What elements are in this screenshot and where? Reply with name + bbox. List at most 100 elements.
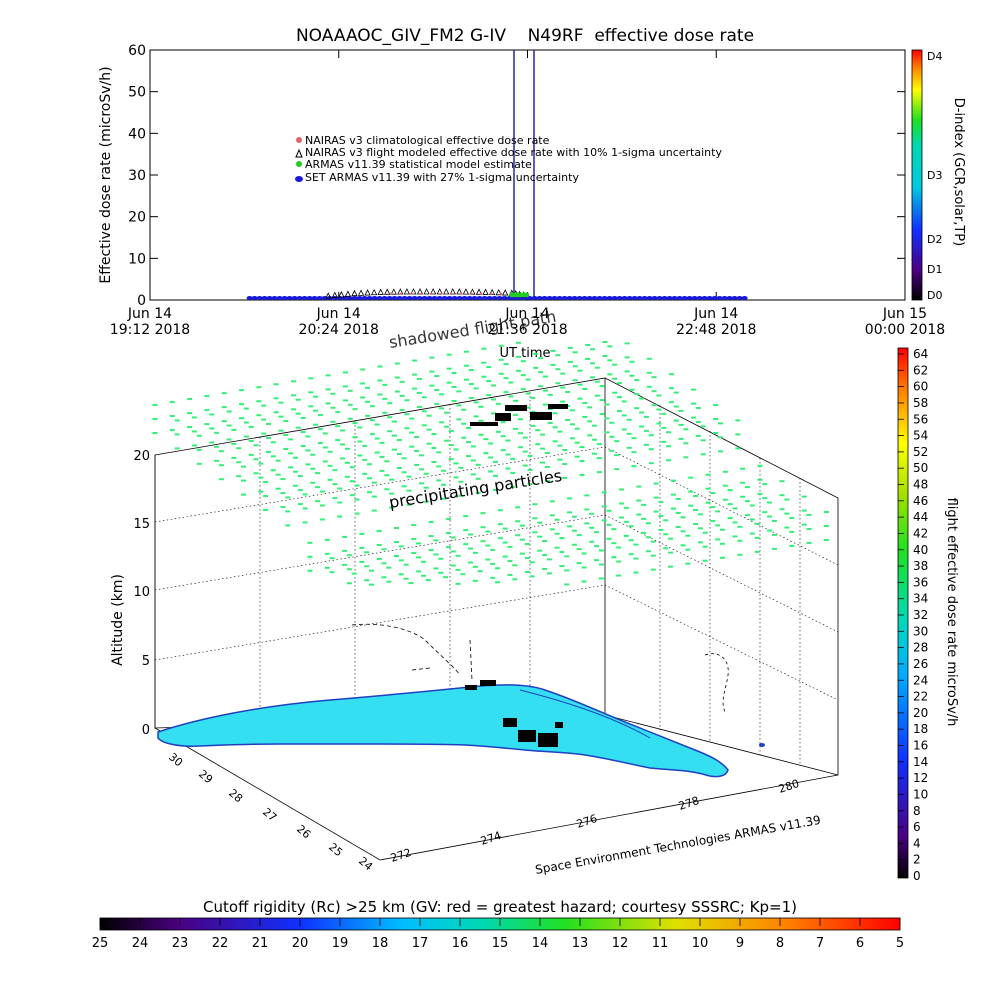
point-nairas-flight (344, 290, 352, 297)
point-set-armas (496, 296, 503, 300)
point-set-armas (571, 296, 578, 300)
point-set-armas (576, 296, 583, 300)
point-nairas-flight (338, 291, 345, 298)
point-set-armas (356, 296, 363, 300)
point-set-armas (706, 296, 713, 300)
dose-tick-label: 58 (913, 396, 928, 410)
legend-label-set-armas: SET ARMAS v11.39 with 27% 1-sigma uncert… (305, 171, 579, 184)
point-set-armas (716, 296, 723, 300)
point-set-armas (581, 296, 588, 300)
keys-island (759, 743, 765, 747)
point-set-armas (646, 296, 653, 300)
dose-tick-label: 56 (913, 412, 928, 426)
rigidity-tick-label: 15 (492, 936, 509, 951)
rigidity-tick-label: 20 (292, 936, 309, 951)
florida-outline-ridge (519, 689, 651, 739)
point-set-armas (281, 296, 288, 300)
point-set-armas (606, 296, 613, 300)
3d-gridline-z5 (154, 584, 839, 701)
point-set-armas (296, 296, 303, 300)
top-x-tick-time: 21:36 2018 (487, 322, 567, 338)
d-index-gradient (911, 49, 923, 301)
point-nairas-climatological (399, 292, 403, 296)
dose-tick-label: 6 (913, 820, 921, 834)
point-set-armas (266, 296, 273, 300)
point-set-armas (681, 296, 688, 300)
rigidity-tick-label: 19 (332, 936, 349, 951)
dose-tick-label: 8 (913, 804, 921, 818)
point-set-armas (366, 296, 373, 300)
point-set-armas (436, 296, 443, 300)
top-x-tick-time: 22:48 2018 (676, 322, 756, 338)
point-nairas-flight (410, 288, 417, 295)
point-set-armas (411, 296, 418, 300)
rigidity-tick-label: 12 (612, 936, 629, 951)
dose-tick-label: 40 (913, 543, 928, 557)
rigidity-tick-label: 10 (692, 936, 709, 951)
top-x-tick-date: Jun 14 (504, 306, 549, 322)
point-nairas-flight (443, 288, 450, 295)
point-set-armas (741, 296, 748, 300)
point-set-armas (276, 296, 283, 300)
point-set-armas (671, 296, 678, 300)
point-set-armas (426, 296, 433, 300)
point-set-armas (541, 296, 548, 300)
lon-tick-276: 276 (575, 812, 599, 831)
point-set-armas (451, 296, 458, 300)
point-set-armas (591, 296, 598, 300)
d-index-tick-d2: D2 (927, 233, 942, 246)
point-set-armas (691, 296, 698, 300)
legend-marker-nairas-climatological (296, 137, 302, 143)
point-set-armas (291, 296, 298, 300)
z-tick-5: 5 (142, 654, 150, 669)
top-x-tick-date: Jun 14 (127, 306, 172, 322)
dose-tick-label: 48 (913, 478, 928, 492)
point-nairas-climatological (439, 292, 443, 296)
point-set-armas (406, 296, 413, 300)
dose-tick-label: 46 (913, 494, 928, 508)
point-set-armas (256, 296, 263, 300)
point-set-armas (696, 296, 703, 300)
point-set-armas (621, 296, 628, 300)
point-set-armas (661, 296, 668, 300)
point-set-armas (546, 296, 553, 300)
point-set-armas (491, 296, 498, 300)
dose-tick-label: 22 (913, 690, 928, 704)
rigidity-tick-label: 9 (736, 936, 744, 951)
point-set-armas (631, 296, 638, 300)
point-set-armas (391, 296, 398, 300)
rigidity-tick-label: 5 (896, 936, 904, 951)
point-set-armas (736, 296, 743, 300)
lon-tick-278: 278 (677, 794, 701, 813)
rigidity-tick-label: 14 (532, 936, 549, 951)
point-nairas-flight (357, 289, 365, 296)
dose-tick-label: 32 (913, 608, 928, 622)
dose-tick-label: 14 (913, 755, 928, 769)
cuba-outline (704, 653, 729, 713)
point-set-armas (331, 296, 338, 300)
point-set-armas (656, 296, 663, 300)
lat-tick-28: 28 (226, 786, 245, 805)
d-index-colorbar: D4 D3 D2 D1 D0 D-index (GCR,solar,TP) (911, 49, 966, 302)
point-set-armas (396, 296, 403, 300)
rigidity-tick-label: 18 (372, 936, 389, 951)
d-index-label: D-index (GCR,solar,TP) (951, 98, 966, 246)
point-set-armas (536, 296, 543, 300)
plot-3d: shadowed flight path precipitating parti… (110, 307, 839, 877)
point-set-armas (676, 296, 683, 300)
dose-tick-label: 42 (913, 526, 928, 540)
point-set-armas (311, 296, 318, 300)
top-y-tick-label: 50 (128, 85, 146, 101)
top-x-tick-date: Jun 14 (693, 306, 738, 322)
point-nairas-climatological (479, 292, 483, 296)
point-set-armas (636, 296, 643, 300)
point-set-armas (566, 296, 573, 300)
point-set-armas (441, 296, 448, 300)
point-set-armas (721, 296, 728, 300)
point-set-armas (456, 296, 463, 300)
point-set-armas (286, 296, 293, 300)
point-set-armas (361, 296, 368, 300)
dose-tick-label: 54 (913, 429, 928, 443)
rigidity-tick-label: 13 (572, 936, 589, 951)
